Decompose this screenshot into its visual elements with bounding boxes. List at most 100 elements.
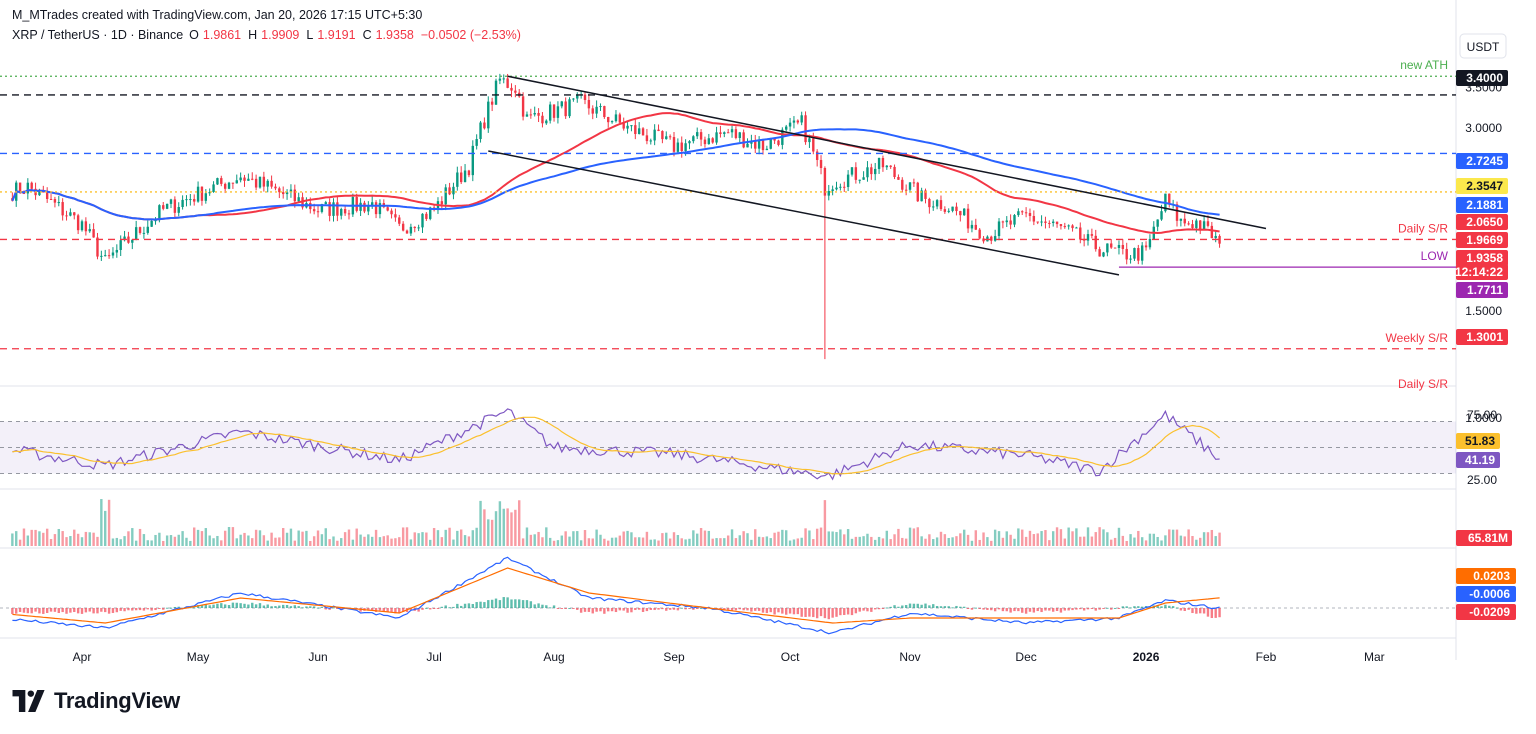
tradingview-logo-icon [12,690,45,712]
volume-bar [843,534,846,546]
price-candle [529,108,533,119]
price-candle [100,250,103,261]
price-candle [665,131,668,140]
macd-histogram-bar [73,608,76,613]
macd-histogram-bar [490,599,494,608]
price-candle [1187,221,1190,226]
volume-bar [1164,535,1167,546]
rsi-axis-tick: 25.00 [1467,473,1497,487]
volume-bar [962,529,966,546]
volume-bar [1086,527,1090,546]
price-candle [332,198,335,222]
symbol-name[interactable]: XRP / TetherUS · 1D · Binance [12,28,184,42]
macd-histogram-bar [1063,608,1066,611]
price-candle [367,201,370,216]
price-candle [239,172,242,183]
macd-histogram-bar [235,602,238,608]
price-candle [1218,234,1221,248]
volume-bar [1102,529,1105,546]
volume-bar [65,537,68,546]
price-candle [459,166,463,185]
volume-bar [204,528,208,546]
macd-histogram-bar [587,608,591,612]
volume-bar [510,512,513,546]
price-candle [920,187,923,202]
volume-bar [231,527,235,546]
macd-histogram-bar [982,608,985,610]
volume-bar [1152,533,1155,546]
price-candle [1106,243,1109,257]
volume-bar [765,536,769,546]
volume-bar [649,539,652,546]
volume-bar [11,533,14,546]
price-candle [254,174,258,191]
volume-bar [266,540,269,546]
price-axis-tick: 1.0000 [1465,411,1502,425]
volume-bar [309,540,312,546]
time-axis-tick: Jul [426,650,441,664]
price-candle [626,121,629,134]
macd-histogram-bar [212,604,215,608]
macd-histogram-bar [877,608,881,610]
macd-histogram-bar [893,605,896,608]
macd-histogram-bar [1214,608,1217,618]
volume-bar [1133,537,1136,546]
macd-histogram-bar [96,608,99,614]
volume-bar [970,540,974,546]
price-candle [61,198,64,221]
price-candle [618,112,622,124]
time-axis: Apr May Jun Jul Aug Sep Oct Nov Dec 2026 Feb Mar [73,650,1385,664]
macd-histogram-bar [970,608,974,610]
macd-histogram-bar [874,608,877,610]
macd-histogram-bar [1183,608,1186,611]
macd-histogram-bar [76,608,80,614]
macd-histogram-bar [92,608,95,614]
price-candle [765,145,769,151]
volume-bar [162,540,165,546]
price-candle [49,194,53,201]
volume-bar [591,538,594,546]
volume-bar [262,535,266,546]
svg-text:2.0650: 2.0650 [1466,215,1503,229]
macd-histogram-bar [301,607,304,609]
macd-histogram-bar [916,603,919,608]
volume-bar [1055,527,1059,546]
currency-button[interactable]: USDT [1459,33,1507,59]
tradingview-logo[interactable]: TradingView [12,688,180,714]
volume-bar [1183,536,1186,546]
macd-histogram-bar [723,608,726,611]
price-candle [65,210,68,221]
macd-histogram-bar [1090,608,1094,609]
price-candle [548,101,552,124]
macd-histogram-bar [688,608,691,609]
svg-text:1.9358: 1.9358 [1466,251,1503,265]
macd-histogram-bar [278,605,281,608]
macd-histogram-bar [502,597,505,608]
volume-bar [862,536,865,546]
macd-histogram-bar [928,605,931,608]
svg-text:51.83: 51.83 [1465,434,1495,448]
macd-histogram-bar [367,608,370,611]
price-candle [220,175,223,187]
volume-bar [819,527,823,546]
high-label: H [248,28,258,42]
volume-bar [127,531,130,546]
volume-bar [115,537,119,546]
volume-bar [1082,536,1086,546]
price-candle [959,210,962,222]
volume-bar [548,537,552,546]
macd-histogram-bar [777,608,780,613]
volume-bar [622,531,625,546]
level-annotation: new ATH [1400,58,1448,72]
macd-histogram-bar [1187,608,1190,610]
volume-bar [57,528,60,546]
macd-histogram-bar [1113,607,1117,609]
macd-histogram-bar [247,604,250,608]
macd-histogram-bar [951,607,954,609]
ma-blue-line [11,128,1220,221]
volume-bar [123,536,126,546]
volume-bar [1125,540,1128,546]
macd-histogram-bar [572,608,575,609]
price-candle [96,232,99,260]
